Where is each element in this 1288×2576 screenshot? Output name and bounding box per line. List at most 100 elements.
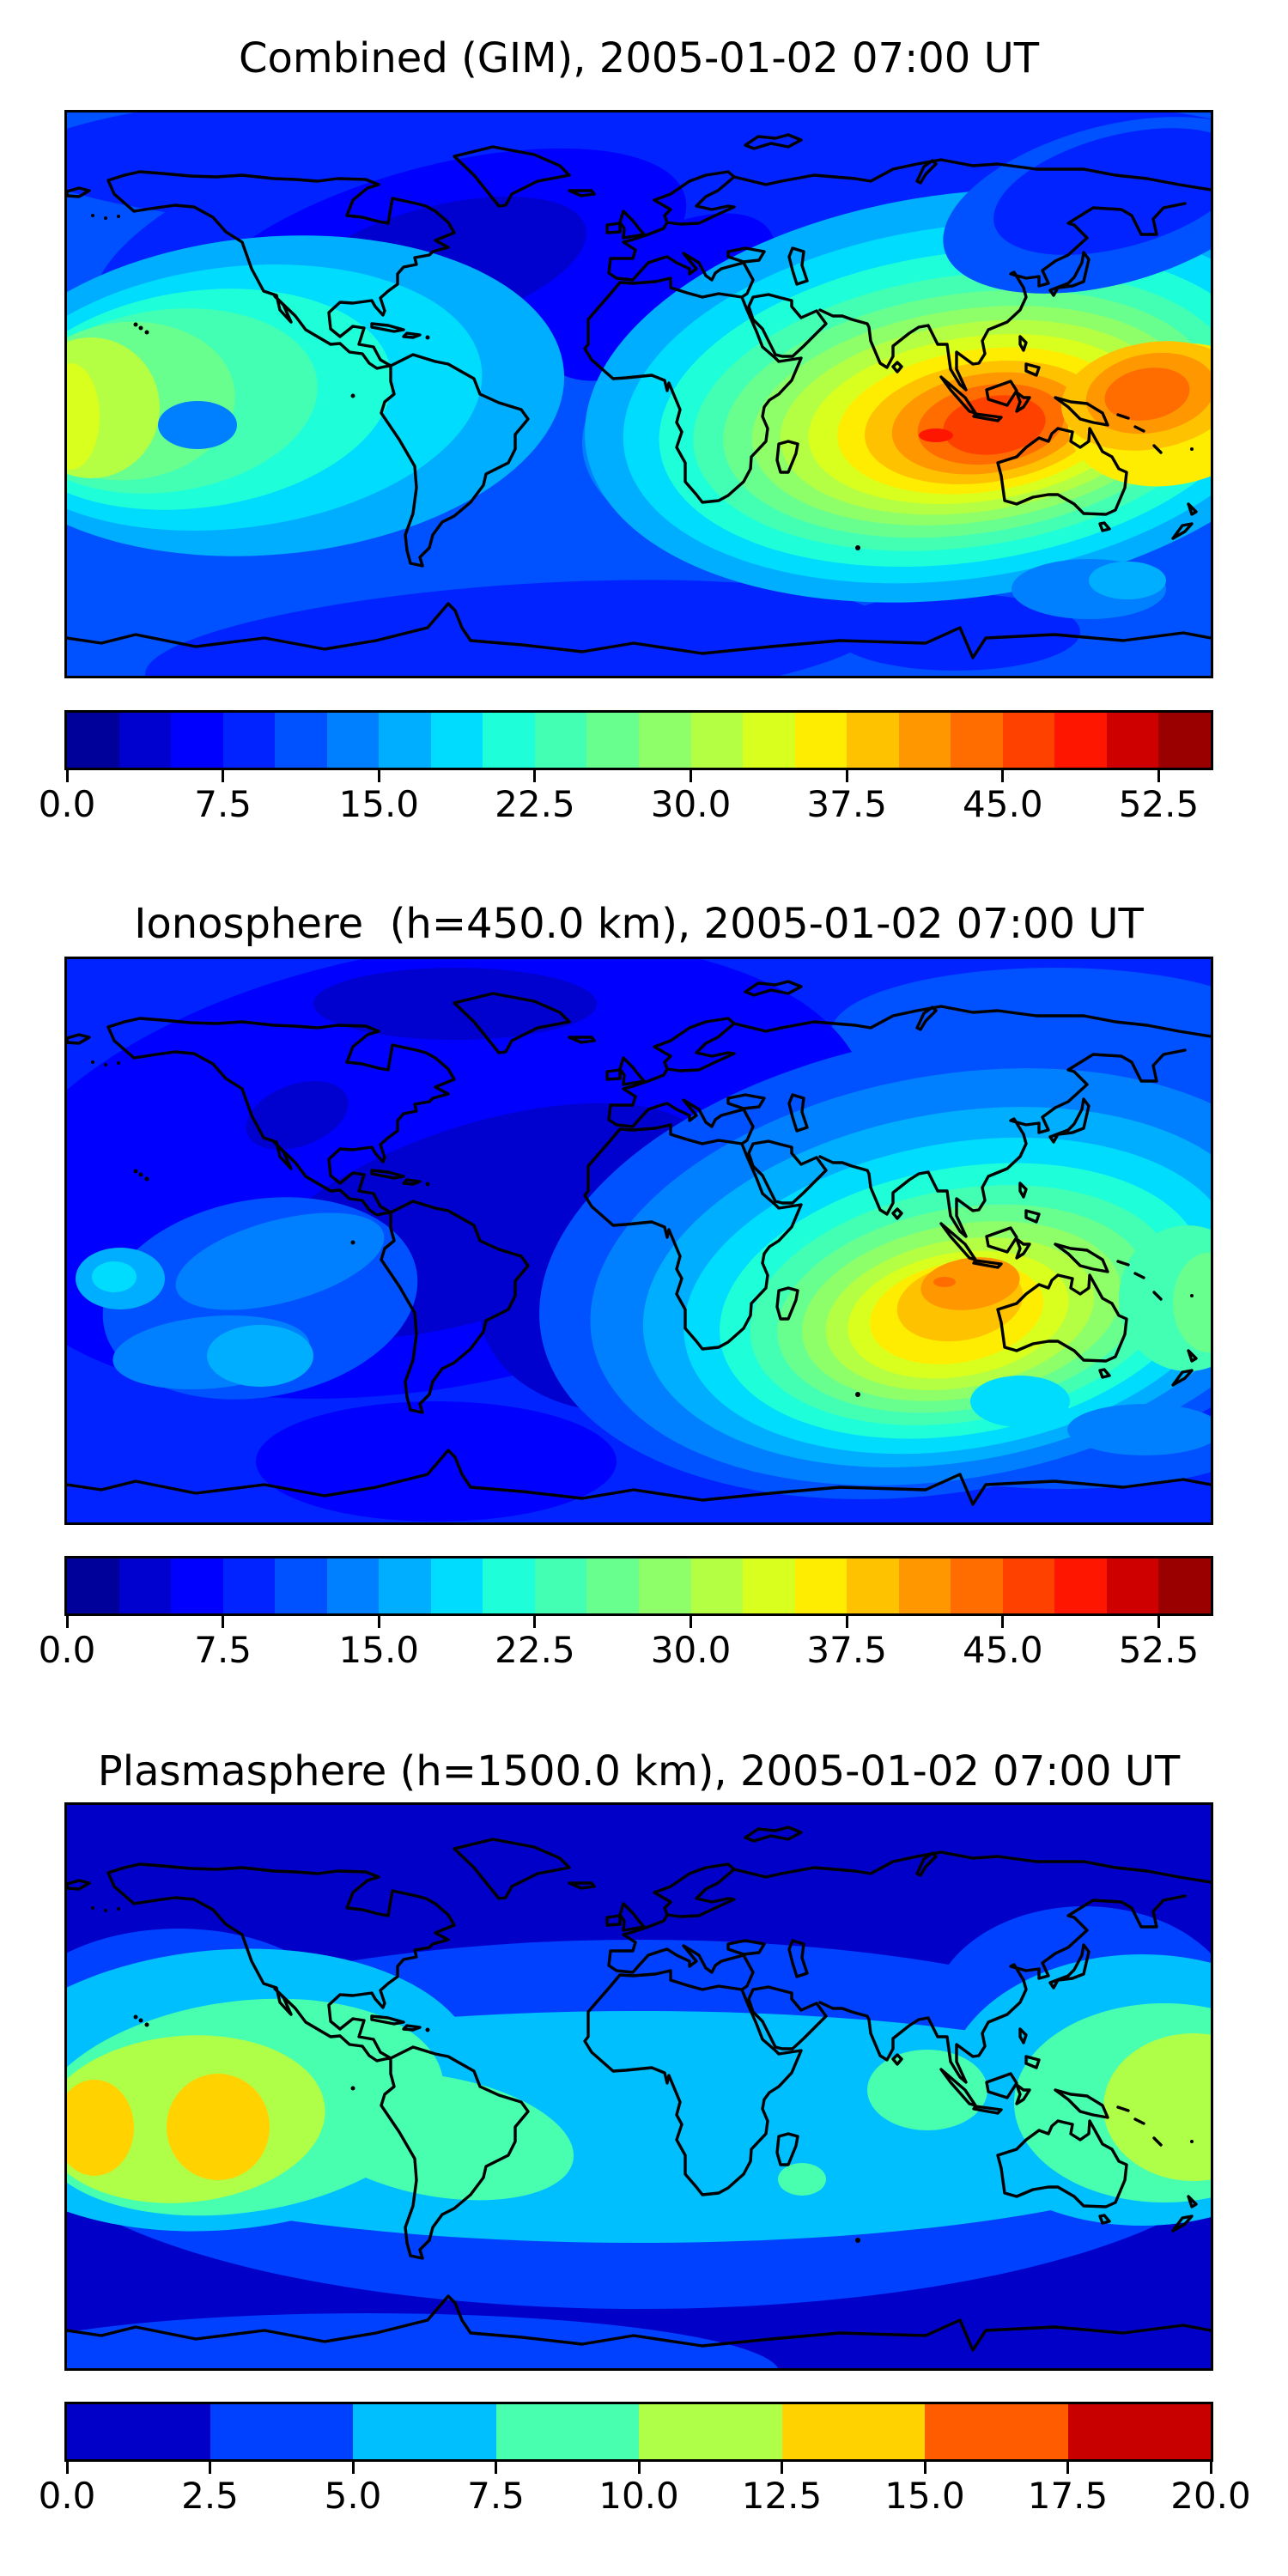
colorbar-segment [430, 713, 483, 768]
colorbar-segment [275, 1558, 327, 1613]
colorbar-segment [743, 713, 795, 768]
colorbar-tick-label: 0.0 [38, 783, 96, 825]
colorbar-segment [1054, 1558, 1107, 1613]
colorbar-segment [1158, 1558, 1212, 1613]
colorbar-tick-label: 22.5 [495, 1629, 575, 1671]
map-combined [64, 110, 1213, 678]
colorbar-tick-label: 15.0 [338, 1629, 420, 1671]
colorbar-tick-label: 20.0 [1170, 2475, 1251, 2517]
colorbar-tick-mark [1066, 2462, 1069, 2474]
colorbar-segment [898, 713, 951, 768]
colorbar-segment [210, 2404, 353, 2459]
colorbar-segment [67, 2404, 210, 2459]
colorbar-segment [586, 1558, 640, 1613]
colorbar-tick-label: 30.0 [650, 1629, 732, 1671]
colorbar-tick-mark [377, 770, 380, 782]
colorbar-tick-mark [1001, 770, 1005, 782]
colorbar-tick-mark [65, 1616, 69, 1628]
colorbar-segment [222, 1558, 276, 1613]
colorbar-segment [483, 1558, 535, 1613]
colorbar-tick-mark [923, 2462, 927, 2474]
colorbar-tick-label: 12.5 [741, 2475, 823, 2517]
colorbar-tick-mark [222, 1616, 225, 1628]
colorbar-segment [495, 2404, 639, 2459]
colorbar-segment [222, 713, 276, 768]
colorbar-tick-label: 52.5 [1118, 783, 1200, 825]
colorbar-segment [1106, 713, 1159, 768]
colorbar-tick-mark [690, 1616, 693, 1628]
colorbar-plasmasphere [64, 2402, 1213, 2462]
colorbar-segment [743, 1558, 795, 1613]
colorbar-segment [67, 1558, 119, 1613]
colorbar-tick-label: 10.0 [598, 2475, 679, 2517]
colorbar-tick-mark [495, 2462, 497, 2474]
colorbar-segment [639, 1558, 691, 1613]
colorbar-ionosphere [64, 1556, 1213, 1616]
contour-map-ionosphere [67, 959, 1211, 1522]
colorbar-tick-label: 52.5 [1118, 1629, 1200, 1671]
colorbar-segment [847, 1558, 899, 1613]
colorbar-tick-label: 0.0 [38, 1629, 96, 1671]
colorbar-segment [171, 1558, 223, 1613]
colorbar-segment [925, 2404, 1068, 2459]
colorbar-segment [794, 713, 848, 768]
colorbar-tick-label: 37.5 [806, 1629, 887, 1671]
colorbar-segment [1067, 2404, 1211, 2459]
panel-title-ionosphere: Ionosphere (h=450.0 km), 2005-01-02 07:0… [134, 900, 1144, 948]
colorbar-tick-mark [781, 2462, 783, 2474]
colorbar-ticks-combined: 0.0 7.5 15.0 22.5 30.0 37.5 45.0 52.5 [39, 770, 1211, 856]
colorbar-segment [690, 1558, 744, 1613]
colorbar-tick-label: 30.0 [650, 783, 732, 825]
colorbar-segment [639, 713, 691, 768]
map-plasmasphere [64, 1802, 1213, 2371]
colorbar-tick-mark [690, 770, 693, 782]
colorbar-tick-mark [65, 2462, 69, 2474]
colorbar-segment [781, 2404, 925, 2459]
colorbar-segment [326, 1558, 380, 1613]
colorbar-segment [1158, 713, 1212, 768]
colorbar-tick-mark [1157, 1616, 1160, 1628]
colorbar-segment [67, 713, 119, 768]
colorbar-tick-mark [845, 770, 848, 782]
colorbar-tick-label: 45.0 [963, 783, 1043, 825]
colorbar-tick-mark [533, 770, 537, 782]
colorbar-segment [430, 1558, 483, 1613]
colorbar-segment [1106, 1558, 1159, 1613]
colorbar-tick-label: 15.0 [884, 2475, 965, 2517]
colorbar-tick-mark [351, 2462, 355, 2474]
panel-title-plasmasphere: Plasmasphere (h=1500.0 km), 2005-01-02 0… [97, 1747, 1181, 1795]
colorbar-tick-label: 37.5 [806, 783, 887, 825]
colorbar-segment [353, 2404, 496, 2459]
colorbar-ticks-ionosphere: 0.0 7.5 15.0 22.5 30.0 37.5 45.0 52.5 [39, 1616, 1211, 1702]
colorbar-tick-mark [377, 1616, 380, 1628]
colorbar-tick-label: 2.5 [181, 2475, 239, 2517]
colorbar-ticks-plasmasphere: 0.0 2.5 5.0 7.5 10.0 12.5 15.0 17.5 20.0 [39, 2462, 1251, 2548]
colorbar-segment [171, 713, 223, 768]
colorbar-tick-label: 7.5 [467, 2475, 525, 2517]
colorbar-tick-mark [533, 1616, 537, 1628]
colorbar-tick-mark [637, 2462, 641, 2474]
colorbar-tick-label: 45.0 [963, 1629, 1043, 1671]
colorbar-tick-label: 15.0 [338, 783, 420, 825]
colorbar-segment [326, 713, 380, 768]
colorbar-segment [1002, 1558, 1055, 1613]
colorbar-segment [534, 1558, 587, 1613]
contour-map-combined [67, 112, 1211, 676]
map-ionosphere [64, 957, 1213, 1525]
colorbar-segment [275, 713, 327, 768]
colorbar-tick-label: 5.0 [324, 2475, 382, 2517]
colorbar-tick-mark [1001, 1616, 1005, 1628]
colorbar-segment [483, 713, 535, 768]
colorbar-tick-mark [65, 770, 69, 782]
colorbar-segment [898, 1558, 951, 1613]
colorbar-tick-label: 7.5 [194, 1629, 252, 1671]
colorbar-combined [64, 710, 1213, 770]
colorbar-tick-label: 7.5 [194, 783, 252, 825]
colorbar-segment [1002, 713, 1055, 768]
colorbar-segment [534, 713, 587, 768]
colorbar-tick-label: 22.5 [495, 783, 575, 825]
contour-map-plasmasphere [67, 1805, 1211, 2368]
colorbar-segment [118, 713, 172, 768]
colorbar-segment [379, 1558, 431, 1613]
